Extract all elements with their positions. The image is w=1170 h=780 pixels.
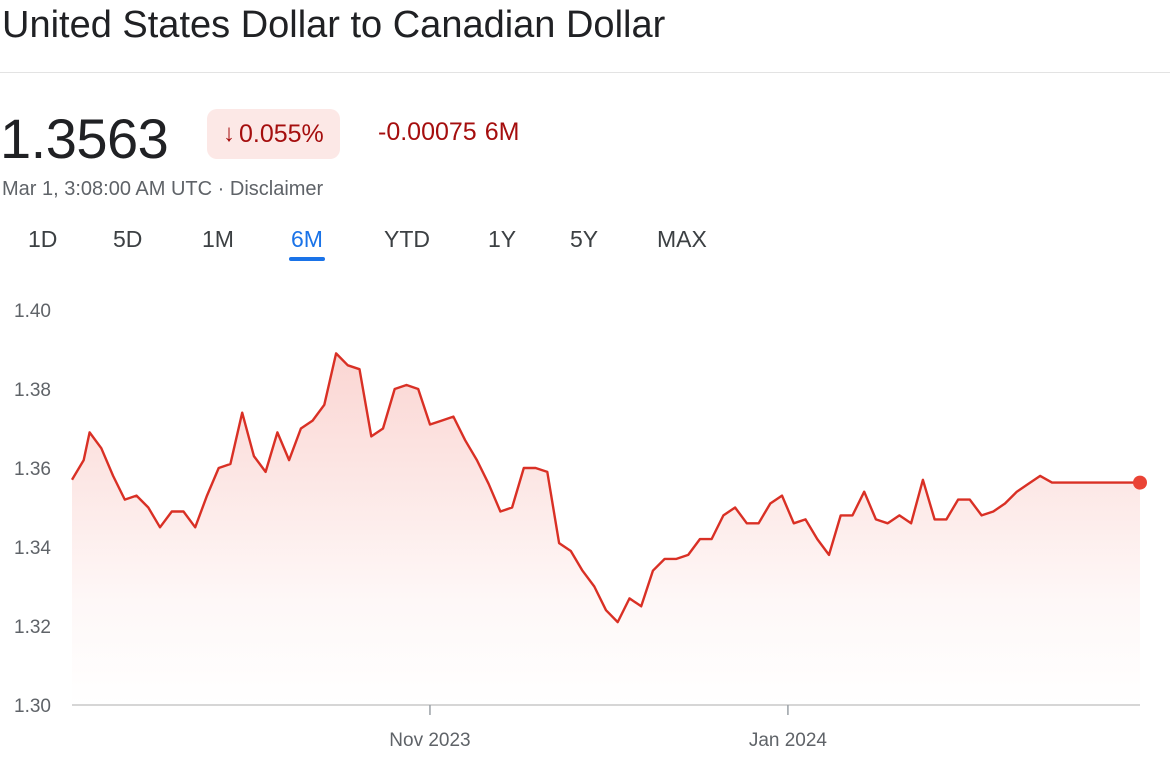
- x-tick-label: Nov 2023: [389, 730, 470, 751]
- y-axis: 1.40 1.38 1.36 1.34 1.32 1.30: [14, 301, 51, 717]
- price-chart[interactable]: 1.40 1.38 1.36 1.34 1.32 1.30 Nov 2023 Jan 202…: [0, 290, 1170, 780]
- tab-1m[interactable]: 1M: [202, 226, 234, 252]
- x-tick-label: Jan 2024: [749, 730, 828, 751]
- y-tick-label: 1.30: [14, 696, 51, 717]
- y-tick-label: 1.34: [14, 538, 51, 559]
- range-tabs: 1D 5D 1M 6M YTD 1Y 5Y MAX: [0, 226, 760, 266]
- header-divider: [0, 72, 1170, 73]
- price-area-fill: [72, 353, 1140, 705]
- timestamp-line: Mar 1, 3:08:00 AM UTC · Disclaimer: [2, 178, 323, 201]
- arrow-down-icon: ↓: [223, 120, 235, 147]
- tab-ytd[interactable]: YTD: [384, 226, 430, 252]
- change-percent-value: 0.055%: [239, 119, 324, 148]
- tab-max[interactable]: MAX: [657, 226, 707, 252]
- change-absolute: -0.00075 6M: [378, 118, 519, 147]
- tab-5y[interactable]: 5Y: [570, 226, 599, 252]
- y-tick-label: 1.32: [14, 617, 51, 638]
- tab-6m[interactable]: 6M: [289, 226, 325, 261]
- current-price-dot: [1133, 475, 1147, 490]
- y-tick-label: 1.38: [14, 380, 51, 401]
- y-tick-label: 1.40: [14, 301, 51, 322]
- y-tick-label: 1.36: [14, 459, 51, 480]
- change-absolute-value: -0.00075: [378, 118, 477, 146]
- tab-5d[interactable]: 5D: [113, 226, 143, 252]
- x-axis: Nov 2023 Jan 2024: [389, 705, 827, 751]
- change-period: 6M: [484, 118, 520, 146]
- tab-1y[interactable]: 1Y: [488, 226, 517, 252]
- price-line: [70, 352, 1140, 624]
- current-price: 1.3563: [0, 107, 169, 170]
- change-percent-badge: ↓ 0.055%: [207, 109, 340, 159]
- disclaimer-link[interactable]: Disclaimer: [229, 178, 324, 200]
- timestamp: Mar 1, 3:08:00 AM UTC: [2, 178, 213, 200]
- page-title: United States Dollar to Canadian Dollar: [2, 4, 666, 46]
- separator-dot: ·: [217, 178, 225, 200]
- tab-1d[interactable]: 1D: [28, 226, 58, 252]
